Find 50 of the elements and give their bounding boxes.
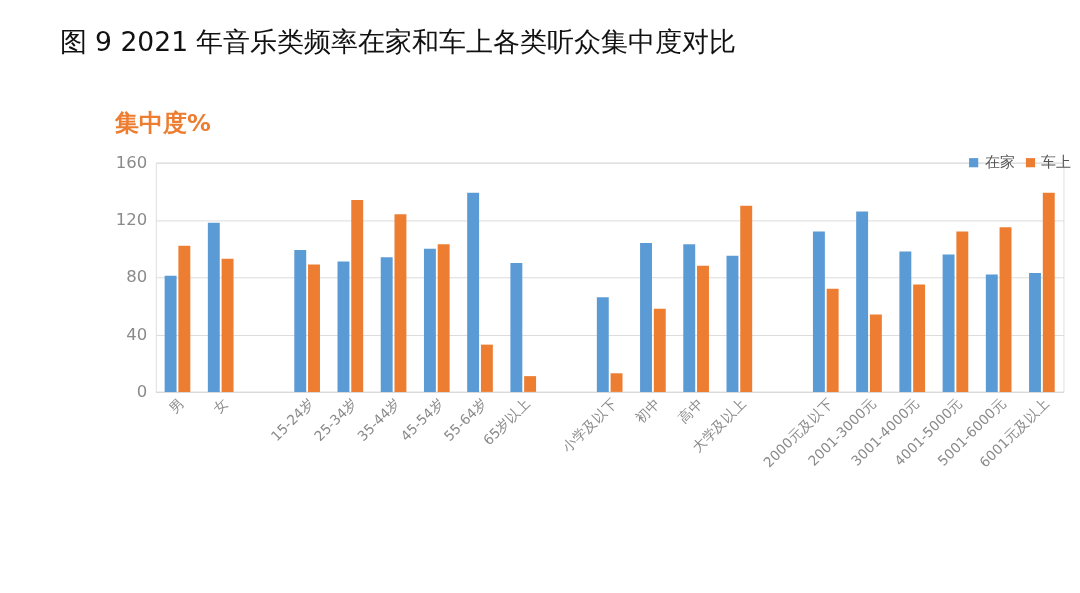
legend-label: 在家 xyxy=(984,153,1015,171)
bar xyxy=(437,244,450,392)
bar xyxy=(178,245,191,392)
bar xyxy=(653,308,666,392)
bar xyxy=(394,214,407,392)
y-tick-label: 40 xyxy=(126,324,148,344)
x-tick-label: 男 xyxy=(166,394,188,416)
chart-title: 图 9 2021 年音乐类频率在家和车上各类听众集中度对比 xyxy=(59,25,737,57)
bar xyxy=(683,244,696,392)
y-tick-label: 80 xyxy=(126,267,148,287)
bar xyxy=(423,248,436,392)
x-tick-label: 高中 xyxy=(674,394,707,426)
bar xyxy=(697,265,709,392)
y-tick-label: 120 xyxy=(115,210,148,230)
bar xyxy=(294,250,307,392)
bar xyxy=(999,227,1012,392)
bar xyxy=(740,205,753,392)
bar xyxy=(351,199,364,392)
x-tick-label: 小学及以下 xyxy=(558,394,620,456)
x-tick-label: 女 xyxy=(209,394,231,416)
bar xyxy=(164,275,177,392)
bar xyxy=(942,254,955,392)
bar xyxy=(380,257,393,392)
y-tick-label: 160 xyxy=(115,152,148,172)
bar xyxy=(221,258,234,392)
bar xyxy=(913,284,926,392)
y-axis-title: 集中度% xyxy=(114,109,212,138)
bar xyxy=(869,314,882,392)
bar xyxy=(640,242,652,392)
bar xyxy=(899,251,912,392)
bar xyxy=(956,231,969,392)
x-tick-label: 初中 xyxy=(631,394,663,426)
bar xyxy=(985,274,998,392)
bar xyxy=(1042,192,1055,392)
bar xyxy=(596,297,609,392)
bar xyxy=(467,192,480,392)
bar xyxy=(524,376,537,392)
bar xyxy=(610,373,623,392)
bar xyxy=(826,288,839,392)
bar xyxy=(1029,273,1041,392)
bar xyxy=(480,344,493,392)
bar xyxy=(726,255,739,392)
bar xyxy=(812,231,825,392)
bar xyxy=(510,262,523,392)
bar xyxy=(207,222,220,392)
bar xyxy=(337,261,350,392)
legend-label: 车上 xyxy=(1041,153,1072,171)
y-tick-label: 0 xyxy=(136,381,148,401)
bar xyxy=(308,264,320,392)
bar xyxy=(856,211,869,392)
